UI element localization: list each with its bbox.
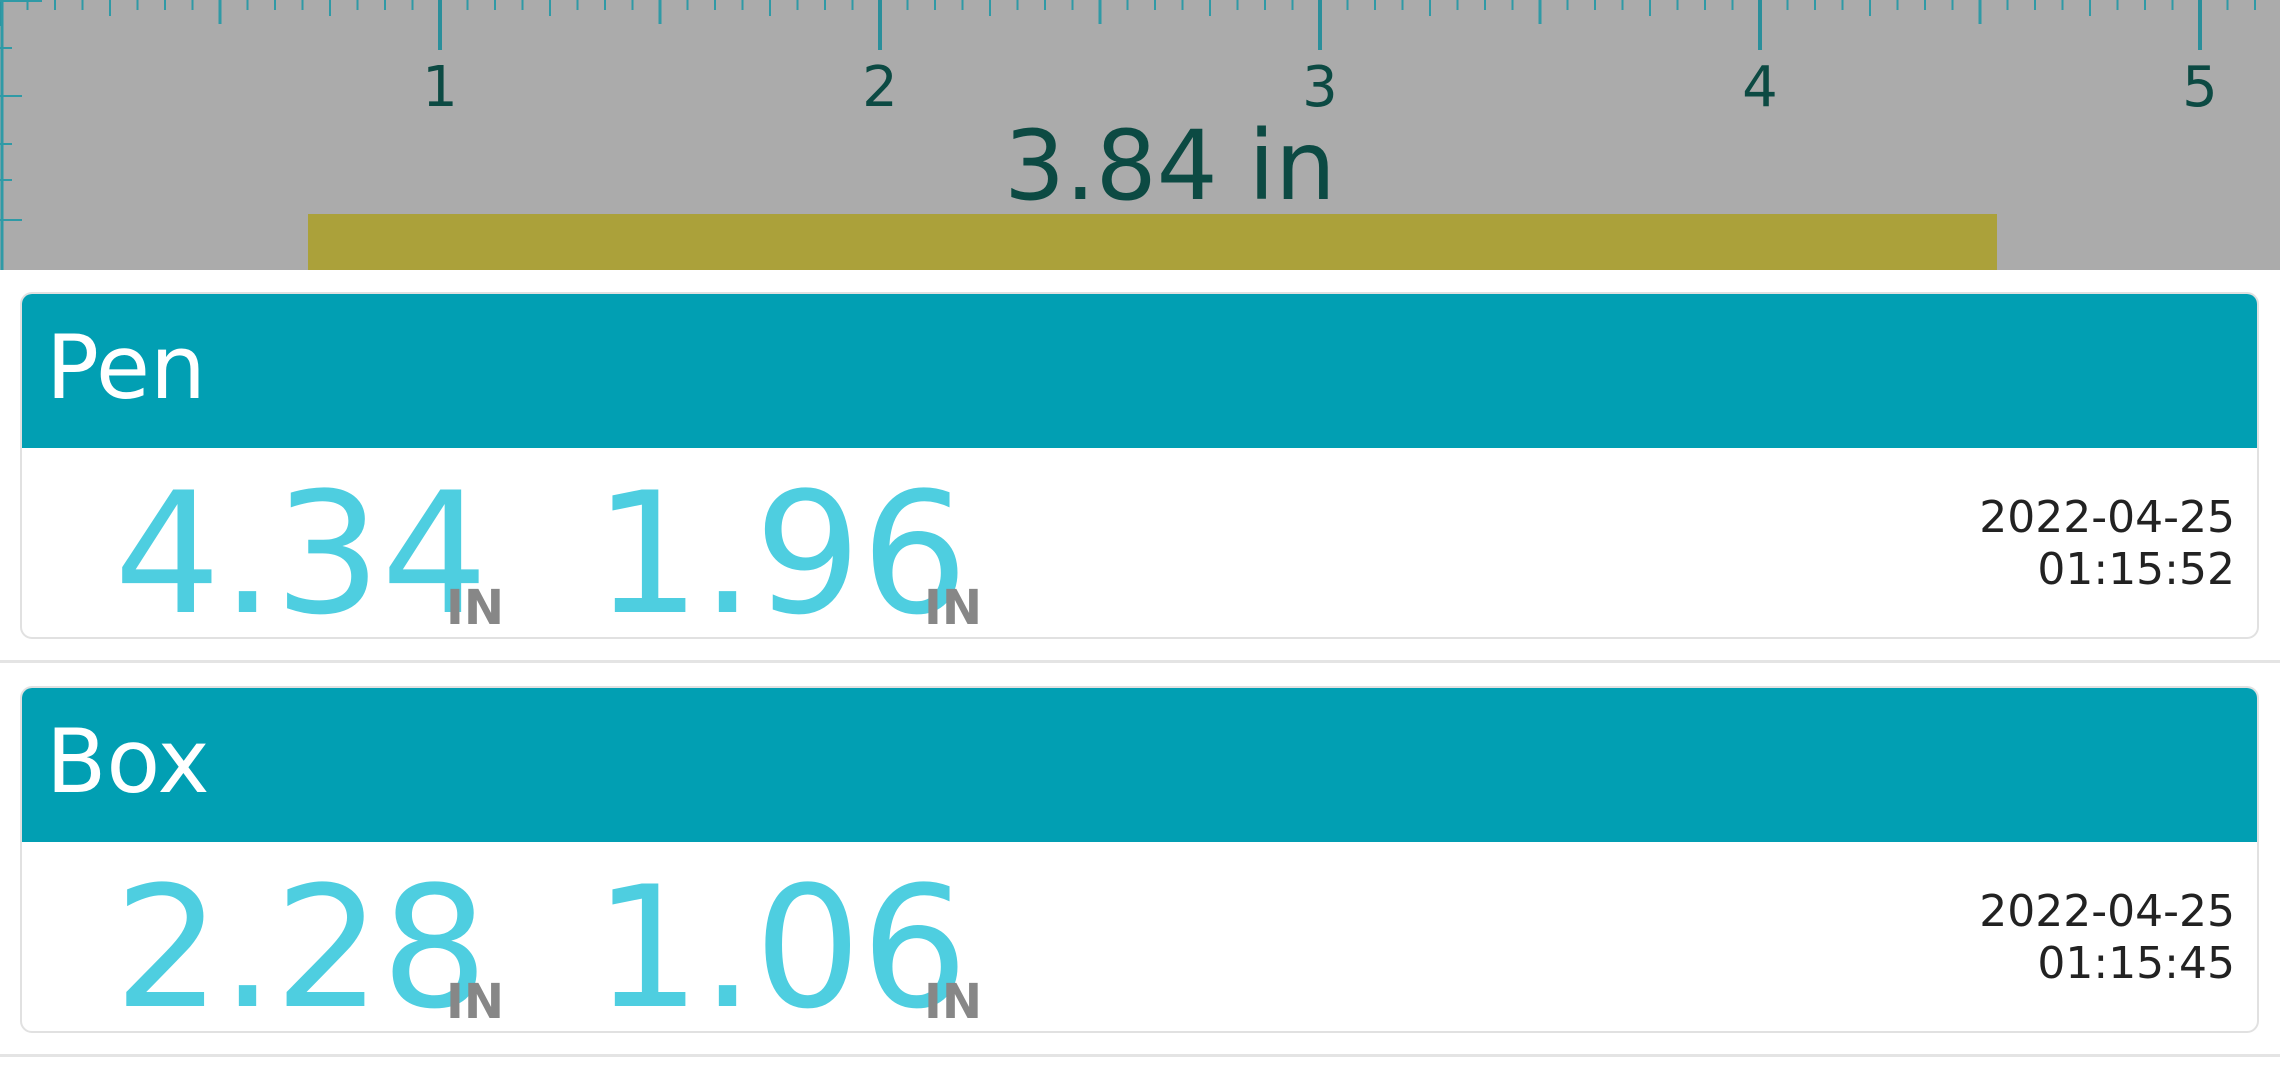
measurement-card-pen[interactable]: Pen 4.34 IN 1.96 IN 2022-04-25 01:15:52 [20,292,2259,639]
measurement-time: 01:15:52 [2037,544,2235,595]
width-unit: IN [924,974,983,1030]
card-header: Box [22,688,2257,842]
length-value: 2.28 [114,850,489,1033]
divider [0,660,2280,663]
ruler-scale: 1 2 3 4 5 [0,0,2256,270]
ruler[interactable]: 1 2 3 4 5 3.84 in [0,0,2280,270]
measurement-date: 2022-04-25 [1979,492,2235,543]
card-title: Box [46,710,210,813]
width-unit: IN [924,580,983,636]
measurement-highlight-bar[interactable] [308,214,1997,270]
card-body: 2.28 IN 1.06 IN 2022-04-25 01:15:45 [22,842,2257,1033]
measurement-time: 01:15:45 [2037,938,2235,989]
divider [0,1054,2280,1057]
length-unit: IN [446,974,505,1030]
ruler-tick-label: 5 [2182,55,2218,120]
measurement-date: 2022-04-25 [1979,886,2235,937]
card-body: 4.34 IN 1.96 IN 2022-04-25 01:15:52 [22,448,2257,639]
width-value: 1.96 [594,456,969,639]
card-title: Pen [46,316,206,419]
length-unit: IN [446,580,505,636]
ruler-tick-label: 4 [1742,55,1778,120]
length-value: 4.34 [114,456,489,639]
measurement-readout: 3.84 in [1004,110,1336,222]
ruler-tick-label: 3 [1302,55,1338,120]
ruler-tick-label: 2 [862,55,898,120]
ruler-tick-label: 1 [422,55,458,120]
card-header: Pen [22,294,2257,448]
measurement-card-box[interactable]: Box 2.28 IN 1.06 IN 2022-04-25 01:15:45 [20,686,2259,1033]
width-value: 1.06 [594,850,969,1033]
